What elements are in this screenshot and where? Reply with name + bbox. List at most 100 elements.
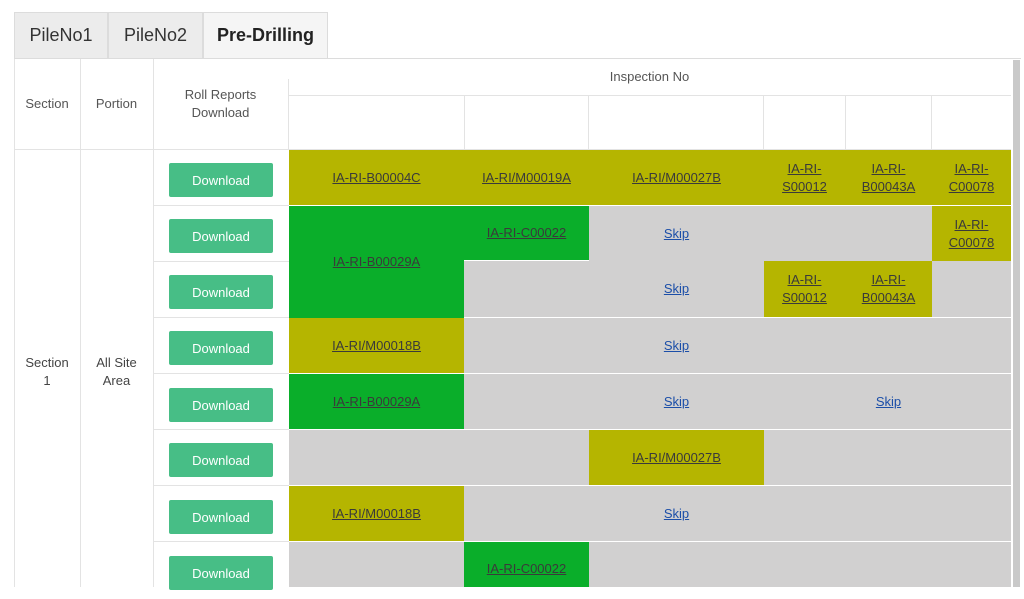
download-button[interactable]: Download	[169, 556, 273, 590]
inspection-link[interactable]: IA-RI- S00012	[782, 272, 827, 305]
inspection-cell-empty	[589, 542, 764, 587]
inspection-cell-empty	[845, 486, 932, 541]
inspection-cell: IA-RI/M00019A	[464, 150, 589, 205]
inspection-cell: IA-RI/M00018B	[289, 318, 464, 373]
download-button[interactable]: Download	[169, 163, 273, 197]
inspection-cell: IA-RI- B00043A	[845, 261, 932, 317]
inspection-cell-empty	[464, 486, 589, 541]
inspection-cell-empty	[764, 374, 845, 429]
inspection-link[interactable]: IA-RI/M00018B	[332, 337, 421, 353]
inspection-cell: Skip	[845, 374, 932, 429]
inspection-cell-empty	[464, 430, 589, 485]
tab-bar: PileNo1 PileNo2 Pre-Drilling	[14, 12, 328, 58]
inspection-cell-empty	[289, 542, 464, 587]
download-button[interactable]: Download	[169, 500, 273, 534]
inspection-cell: IA-RI- S00012	[764, 261, 845, 317]
skip-link[interactable]: Skip	[663, 505, 690, 521]
inspection-cell: IA-RI-C00022	[464, 206, 589, 260]
grid-line	[153, 429, 289, 430]
inspection-link[interactable]: IA-RI/M00018B	[332, 505, 421, 521]
inspection-cell-empty	[464, 374, 589, 429]
grid-line	[153, 541, 289, 542]
inspection-cell-empty	[845, 206, 932, 261]
inspection-cell: IA-RI/M00018B	[289, 486, 464, 541]
inspection-cell-empty	[289, 430, 464, 485]
inspection-link[interactable]: IA-RI-C00022	[486, 225, 567, 240]
tab-pileno1[interactable]: PileNo1	[14, 12, 108, 58]
inspection-cell: IA-RI-C00022	[464, 542, 589, 587]
grid-line	[153, 59, 154, 587]
inspection-table: IA-RI-B00004C IA-RI/M00019A IA-RI/M00027…	[14, 59, 1021, 587]
inspection-cell: IA-RI- B00043A	[845, 150, 932, 205]
grid-line	[14, 59, 15, 587]
table-frame	[14, 58, 1021, 599]
portion-cell: All Site Area	[96, 355, 137, 388]
grid-line	[153, 261, 289, 262]
skip-link[interactable]: Skip	[663, 225, 690, 241]
grid-line	[153, 485, 289, 486]
skip-link[interactable]: Skip	[663, 281, 690, 296]
inspection-cell-empty	[464, 261, 589, 317]
grid-line	[288, 79, 289, 149]
inspection-cell-empty	[764, 430, 845, 485]
inspection-cell-empty	[932, 486, 1011, 541]
inspection-cell: Skip	[589, 374, 764, 429]
download-button[interactable]: Download	[169, 331, 273, 365]
inspection-cell: IA-RI- S00012	[764, 150, 845, 205]
header-portion: Portion	[95, 96, 138, 111]
download-button[interactable]: Download	[169, 219, 273, 253]
skip-link[interactable]: Skip	[663, 337, 690, 353]
inspection-link[interactable]: IA-RI- C00078	[948, 216, 995, 250]
inspection-cell: IA-RI- C00078	[932, 150, 1011, 205]
header-section: Section	[25, 96, 69, 111]
vertical-scrollbar[interactable]	[1013, 60, 1020, 587]
grid-line	[588, 95, 589, 150]
inspection-cell-empty	[932, 261, 1011, 317]
tab-pileno2[interactable]: PileNo2	[108, 12, 203, 58]
inspection-cell-empty	[764, 318, 845, 373]
download-button[interactable]: Download	[169, 275, 273, 309]
grid-line	[153, 373, 289, 374]
skip-link[interactable]: Skip	[663, 393, 690, 409]
grid-line	[288, 95, 1011, 96]
grid-line	[153, 205, 289, 206]
inspection-link[interactable]: IA-RI- S00012	[782, 160, 827, 194]
inspection-link[interactable]: IA-RI-B00029A	[332, 393, 421, 409]
inspection-cell: Skip	[589, 486, 764, 541]
grid-line	[14, 149, 1011, 150]
inspection-cell-empty	[845, 430, 932, 485]
inspection-link[interactable]: IA-RI/M00027B	[632, 169, 721, 185]
download-button[interactable]: Download	[169, 443, 273, 477]
inspection-link[interactable]: IA-RI- B00043A	[861, 272, 916, 305]
inspection-cell-empty	[764, 542, 845, 587]
grid-line	[464, 95, 465, 150]
inspection-cell: IA-RI/M00027B	[589, 150, 764, 205]
inspection-link[interactable]: IA-RI- C00078	[948, 160, 995, 194]
inspection-cell-empty	[764, 206, 845, 261]
grid-line	[931, 95, 932, 150]
inspection-link[interactable]: IA-RI/M00019A	[482, 169, 571, 185]
inspection-cell: Skip	[589, 318, 764, 373]
inspection-cell-empty	[764, 486, 845, 541]
header-inspection-no: Inspection No	[609, 69, 690, 84]
inspection-cell-empty	[845, 318, 932, 373]
download-button[interactable]: Download	[169, 388, 273, 422]
inspection-cell-empty	[845, 542, 932, 587]
inspection-link[interactable]: IA-RI- B00043A	[861, 160, 916, 194]
inspection-link[interactable]: IA-RI-C00022	[486, 560, 567, 576]
inspection-cell: IA-RI-B00029A	[289, 374, 464, 429]
section-cell: Section 1	[25, 355, 69, 388]
grid-line	[153, 317, 289, 318]
grid-line	[763, 95, 764, 150]
grid-line	[80, 59, 81, 587]
inspection-cell: IA-RI/M00027B	[589, 430, 764, 485]
inspection-cell-empty	[932, 430, 1011, 485]
skip-link[interactable]: Skip	[875, 393, 902, 409]
inspection-link[interactable]: IA-RI/M00027B	[632, 449, 721, 465]
tab-pre-drilling[interactable]: Pre-Drilling	[203, 12, 328, 58]
inspection-cell: Skip	[589, 261, 764, 317]
grid-line	[845, 95, 846, 150]
inspection-link[interactable]: IA-RI-B00004C	[332, 169, 421, 185]
header-roll-reports: Roll Reports Download	[184, 87, 257, 120]
inspection-link[interactable]: IA-RI-B00029A	[332, 254, 421, 269]
